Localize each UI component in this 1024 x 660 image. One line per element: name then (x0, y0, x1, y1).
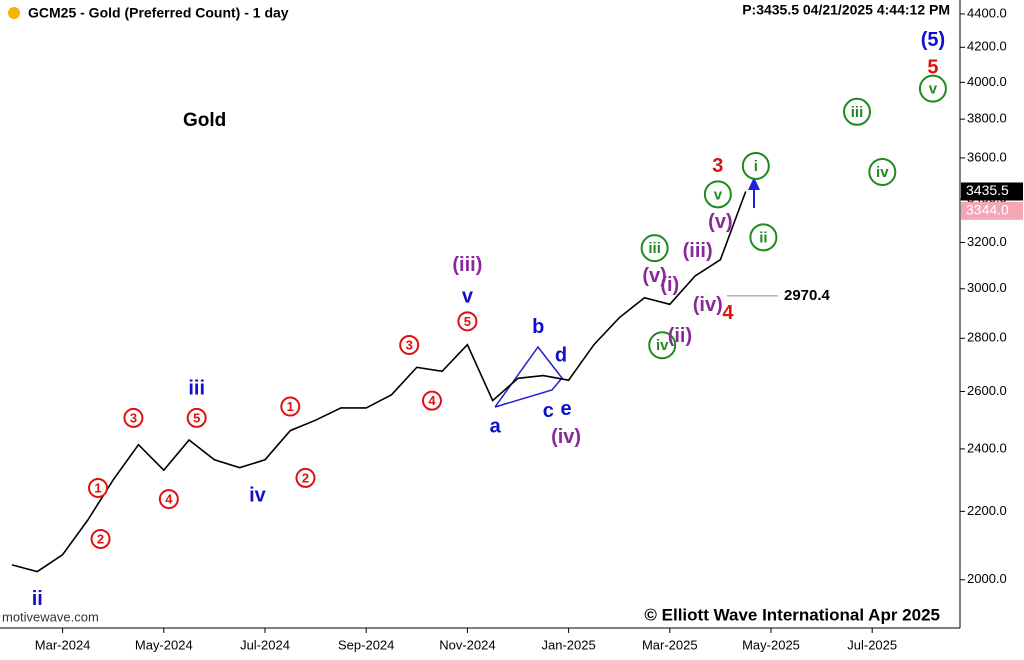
wave-circle (88, 477, 109, 498)
wave-label: b (532, 316, 544, 338)
chart-title: GCM25 - Gold (Preferred Count) - 1 day (28, 5, 289, 21)
wave-label: v (714, 186, 723, 203)
wave-circle (186, 407, 207, 428)
wave-label: v (929, 81, 938, 98)
x-tick-label: Mar-2024 (35, 637, 91, 652)
wave-label: 1 (94, 480, 101, 495)
y-tick-label: 2400.0 (967, 440, 1007, 455)
wave-label: (iii) (452, 254, 482, 276)
wave-label: d (555, 344, 567, 366)
wave-label: 3 (712, 155, 723, 177)
low-marker-label: 2970.4 (784, 287, 831, 304)
y-tick-label: 3000.0 (967, 280, 1007, 295)
x-tick-label: May-2025 (742, 637, 800, 652)
wave-circle (421, 390, 442, 411)
price-box (961, 201, 1023, 220)
wave-label: a (490, 415, 502, 437)
wave-circle (648, 331, 677, 360)
x-tick-label: Mar-2025 (642, 637, 698, 652)
wave-label: iii (188, 378, 205, 400)
x-tick-label: Sep-2024 (338, 637, 394, 652)
wave-circle (457, 311, 478, 332)
wave-circle (843, 97, 872, 126)
y-tick-label: 2800.0 (967, 330, 1007, 345)
wave-label: (iii) (683, 240, 713, 262)
wave-label: (i) (660, 274, 679, 296)
y-tick-label: 2000.0 (967, 571, 1007, 586)
wave-label: (5) (921, 29, 945, 51)
wave-label: iv (656, 337, 669, 354)
wave-circle (123, 407, 144, 428)
wave-circle (399, 334, 420, 355)
wave-label: 3 (406, 337, 413, 352)
y-tick-label: 4200.0 (967, 39, 1007, 54)
wave-label: iv (876, 164, 889, 181)
wave-label: iii (851, 104, 864, 121)
wave-circle (918, 74, 947, 103)
wave-label: 4 (428, 393, 436, 408)
y-tick-label: 3200.0 (967, 234, 1007, 249)
wave-label: 5 (927, 56, 938, 78)
wave-circle (280, 396, 301, 417)
wave-label: e (561, 398, 572, 420)
wave-label: 4 (722, 302, 734, 324)
wave-label: (v) (642, 265, 666, 287)
wave-circle (640, 234, 669, 263)
subtitle: Gold (183, 110, 226, 131)
wave-label: ii (759, 229, 767, 246)
source: motivewave.com (2, 609, 99, 624)
wave-circle (90, 528, 111, 549)
x-tick-label: Jul-2025 (847, 637, 897, 652)
price-box (961, 182, 1023, 201)
wave-label: iv (249, 484, 267, 506)
y-tick-label: 4400.0 (967, 5, 1007, 20)
price-box-label: 3435.5 (966, 182, 1009, 198)
copyright: © Elliott Wave International Apr 2025 (644, 605, 940, 624)
wave-circle (741, 151, 770, 180)
status-dot (8, 7, 20, 19)
wave-label: v (462, 286, 474, 308)
y-tick-label: 2600.0 (967, 383, 1007, 398)
wave-label: 1 (287, 399, 294, 414)
wave-label: i (754, 158, 758, 175)
wave-label: 2 (97, 531, 104, 546)
wave-circle (749, 223, 778, 252)
x-tick-label: Jul-2024 (240, 637, 290, 652)
x-tick-label: Nov-2024 (439, 637, 495, 652)
arrow-head (748, 177, 760, 190)
wave-label: (iv) (693, 294, 723, 316)
y-tick-label: 4000.0 (967, 74, 1007, 89)
x-tick-label: Jan-2025 (541, 637, 595, 652)
wave-label: 4 (165, 492, 173, 507)
wave-label: (ii) (668, 325, 692, 347)
wave-label: 5 (193, 410, 200, 425)
wave-label: (iv) (551, 426, 581, 448)
wave-label: 5 (464, 314, 471, 329)
y-tick-label: 2200.0 (967, 503, 1007, 518)
wave-circle (703, 180, 732, 209)
wave-label: ii (32, 588, 43, 610)
wave-circle (868, 158, 897, 187)
wave-circle (158, 489, 179, 510)
wave-lines (494, 345, 563, 408)
wave-label: 3 (130, 410, 137, 425)
wave-label: iii (648, 240, 661, 257)
wave-label: (v) (708, 211, 732, 233)
wave-label: c (543, 400, 554, 422)
price-box-label: 3344.0 (966, 202, 1009, 218)
y-tick-label: 3800.0 (967, 111, 1007, 126)
x-tick-label: May-2024 (135, 637, 193, 652)
price-info: P:3435.5 04/21/2025 4:44:12 PM (742, 2, 950, 18)
wave-circle (295, 467, 316, 488)
price-line (11, 191, 747, 573)
y-tick-label: 3600.0 (967, 149, 1007, 164)
wave-label: 2 (302, 470, 309, 485)
